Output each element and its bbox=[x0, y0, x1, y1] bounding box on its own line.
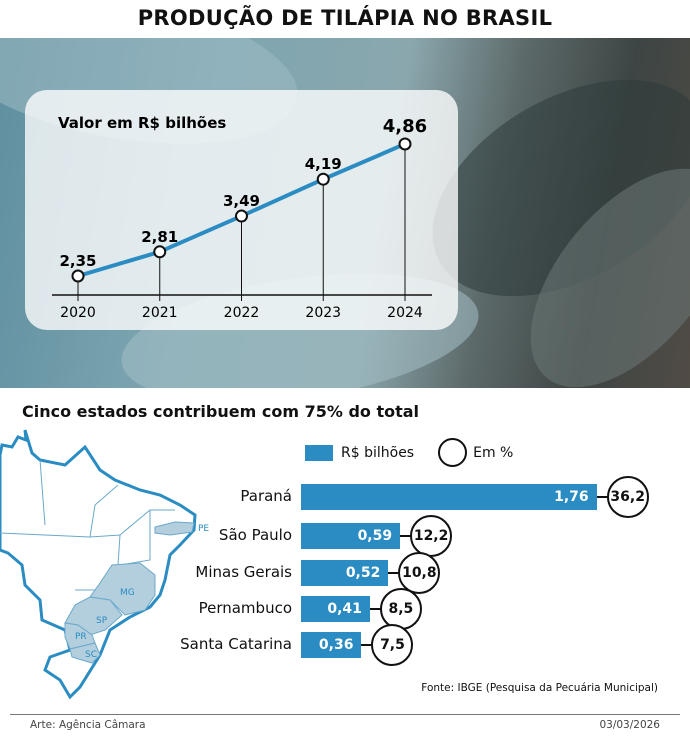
map-label-pr: PR bbox=[75, 632, 87, 642]
value-bar: 0,52 bbox=[301, 560, 389, 586]
infographic-title: PRODUÇÃO DE TILÁPIA NO BRASIL bbox=[137, 6, 553, 30]
footer-divider bbox=[10, 714, 680, 715]
date: 03/03/2026 bbox=[599, 719, 660, 731]
map-label-pe: PE bbox=[198, 524, 209, 534]
value-bar: 0,36 bbox=[301, 632, 362, 658]
connector bbox=[388, 572, 401, 574]
data-label: 4,86 bbox=[383, 116, 427, 137]
connector bbox=[369, 608, 382, 610]
map-label-sp: SP bbox=[96, 616, 108, 626]
credit: Arte: Agência Câmara bbox=[30, 719, 146, 731]
bar-chart-subtitle: Cinco estados contribuem com 75% do tota… bbox=[22, 402, 420, 421]
legend-label-percent: Em % bbox=[473, 444, 514, 461]
map-label-mg: MG bbox=[120, 588, 135, 598]
connector bbox=[596, 496, 609, 498]
connector bbox=[361, 644, 374, 646]
value-bar: 1,76 bbox=[301, 484, 597, 510]
brazil-outline bbox=[0, 429, 197, 700]
map-label-sc: SC bbox=[85, 650, 97, 660]
category-label: Minas Gerais bbox=[195, 563, 292, 581]
line-chart-title: Valor em R$ bilhões bbox=[58, 114, 226, 132]
legend-label-value: R$ bilhões bbox=[341, 444, 415, 461]
percent-circle: 10,8 bbox=[398, 552, 441, 594]
data-point bbox=[398, 137, 412, 151]
category-label: Santa Catarina bbox=[180, 635, 292, 653]
bar-row: Paraná 1,76 36,2 bbox=[0, 476, 690, 518]
value-bar: 0,41 bbox=[301, 596, 370, 622]
bar-row: São Paulo 0,59 12,2 bbox=[0, 515, 690, 557]
data-label: 2,81 bbox=[141, 228, 178, 246]
state-pe bbox=[154, 521, 195, 536]
data-label: 3,49 bbox=[223, 192, 260, 210]
data-point bbox=[71, 269, 85, 283]
legend-swatch-percent bbox=[438, 438, 468, 467]
legend-swatch-value bbox=[305, 444, 333, 461]
x-tick-label: 2024 bbox=[387, 305, 423, 321]
brazil-map: PE MG SP PR SC bbox=[0, 429, 209, 700]
state-sc bbox=[69, 642, 101, 664]
percent-circle: 36,2 bbox=[606, 476, 649, 518]
x-tick-label: 2021 bbox=[142, 305, 178, 321]
source-note: Fonte: IBGE (Pesquisa da Pecuária Munici… bbox=[421, 682, 658, 694]
percent-circle: 12,2 bbox=[410, 515, 453, 557]
data-label: 4,19 bbox=[305, 155, 342, 173]
x-tick-label: 2022 bbox=[224, 305, 260, 321]
x-tick-label: 2020 bbox=[60, 305, 96, 321]
category-label: Pernambuco bbox=[198, 599, 292, 617]
x-tick-label: 2023 bbox=[305, 305, 341, 321]
value-bar: 0,59 bbox=[301, 523, 401, 549]
percent-circle: 8,5 bbox=[379, 588, 422, 630]
connector bbox=[400, 535, 413, 537]
data-label: 2,35 bbox=[59, 252, 96, 270]
state-mg bbox=[89, 562, 156, 616]
data-point bbox=[235, 209, 248, 223]
category-label: São Paulo bbox=[218, 526, 292, 544]
line-chart: Valor em R$ bilhões 2020 2021 2022 2023 2024 2… bbox=[52, 114, 432, 321]
data-point bbox=[316, 172, 330, 186]
bar-row: Minas Gerais 0,52 10,8 bbox=[0, 552, 690, 594]
category-label: Paraná bbox=[240, 487, 292, 505]
percent-circle: 7,5 bbox=[371, 624, 414, 666]
data-point bbox=[153, 245, 167, 259]
bar-row: Pernambuco 0,41 8,5 bbox=[0, 588, 690, 630]
legend: R$ bilhões Em % bbox=[305, 438, 513, 467]
bar-row: Santa Catarina 0,36 7,5 bbox=[0, 624, 690, 666]
